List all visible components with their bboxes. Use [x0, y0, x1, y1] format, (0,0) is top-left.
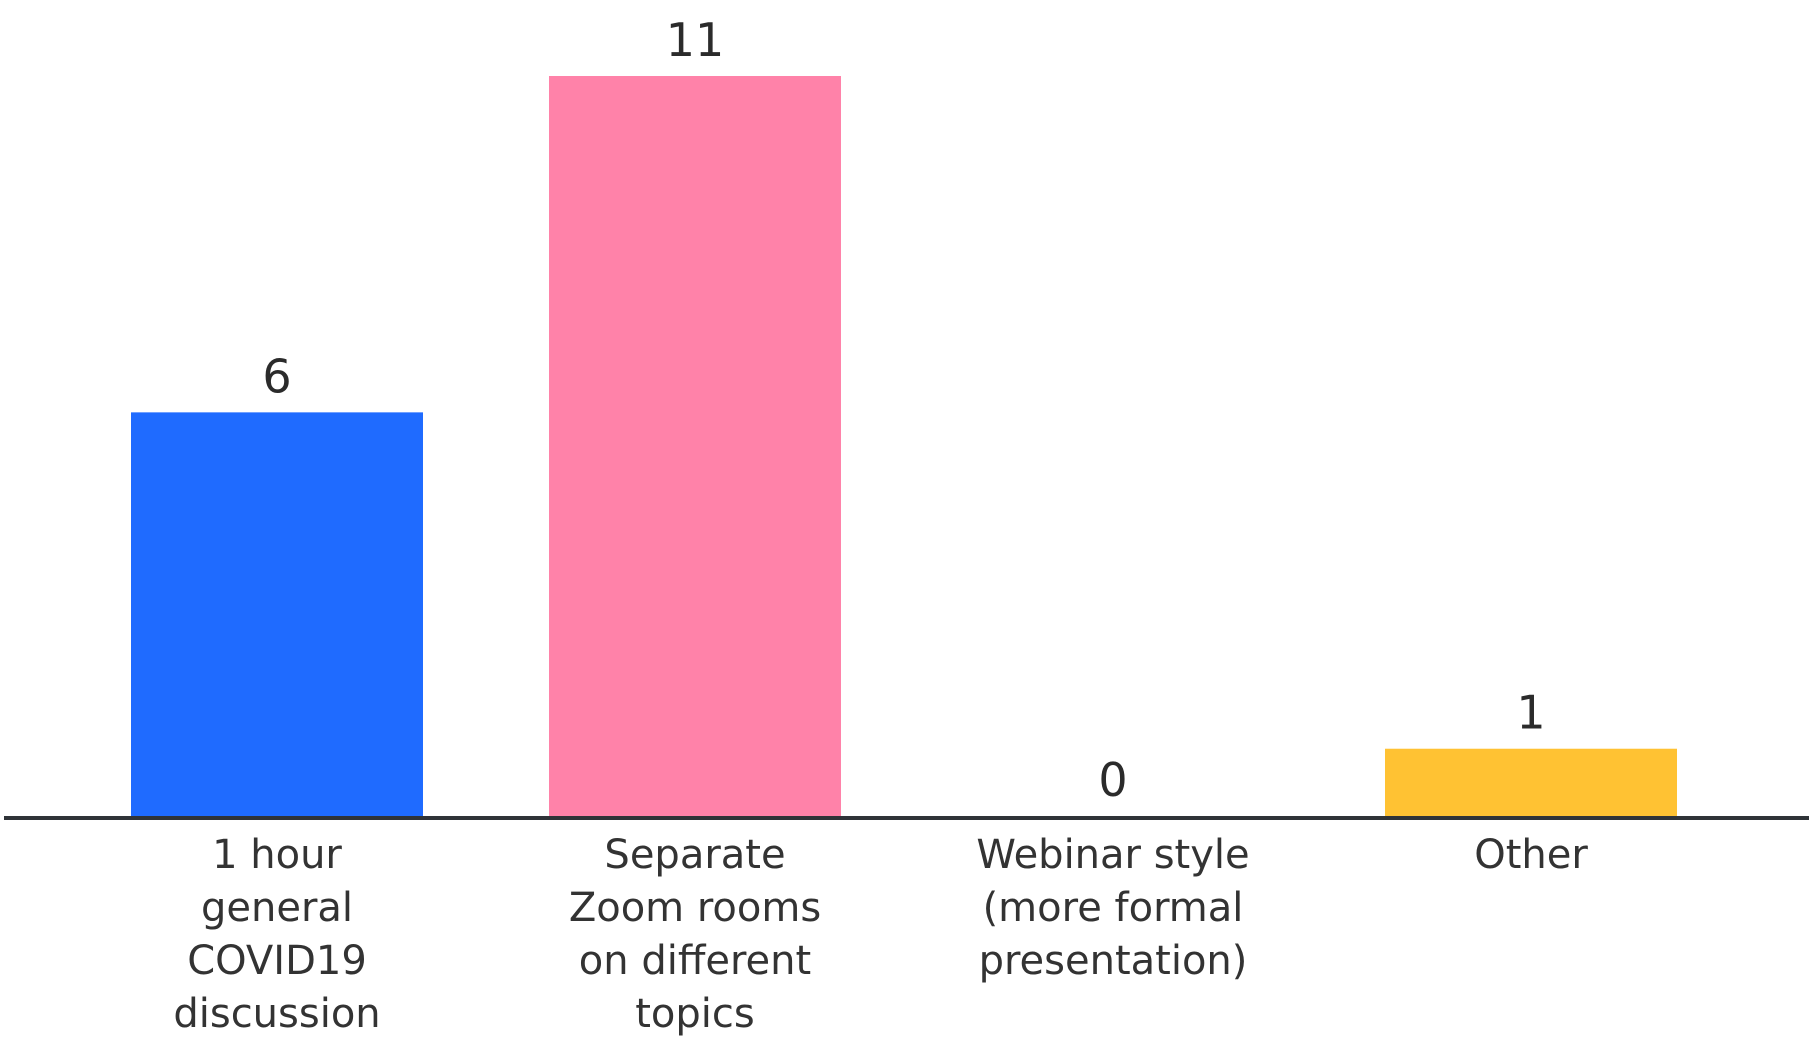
category-label-2-line-0: Webinar style — [976, 832, 1249, 878]
category-label-0-line-2: COVID19 — [187, 938, 367, 984]
category-label-1-line-2: on different — [579, 938, 811, 984]
value-label-3: 1 — [1516, 686, 1545, 740]
category-label-2-line-1: (more formal — [983, 885, 1244, 931]
value-label-2: 0 — [1098, 753, 1127, 807]
bar-3 — [1385, 749, 1677, 816]
category-label-1-line-3: topics — [635, 991, 755, 1037]
value-label-0: 6 — [262, 349, 291, 403]
value-label-1: 11 — [666, 13, 725, 67]
category-label-0-line-1: general — [201, 885, 353, 931]
category-label-2-line-2: presentation) — [979, 938, 1248, 984]
bar-0 — [131, 412, 423, 816]
category-label-3-line-0: Other — [1474, 832, 1588, 878]
category-label-1-line-0: Separate — [604, 832, 785, 878]
bar-1 — [549, 76, 841, 816]
category-label-0-line-0: 1 hour — [212, 832, 342, 878]
bars-layer — [131, 76, 1677, 816]
category-label-0-line-3: discussion — [173, 991, 380, 1037]
category-label-1-line-1: Zoom rooms — [569, 885, 821, 931]
